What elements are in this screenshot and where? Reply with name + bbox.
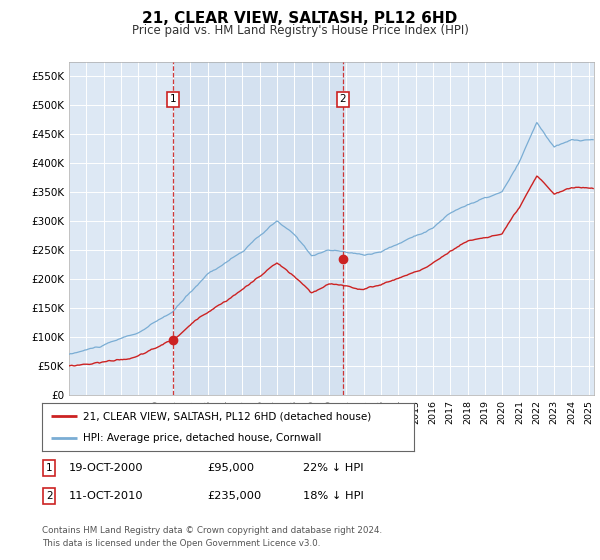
Text: 1: 1 [46,463,53,473]
Text: 22% ↓ HPI: 22% ↓ HPI [303,463,364,473]
Text: 21, CLEAR VIEW, SALTASH, PL12 6HD (detached house): 21, CLEAR VIEW, SALTASH, PL12 6HD (detac… [83,411,371,421]
Text: 2: 2 [46,491,53,501]
Bar [173,62,343,395]
Text: HPI: Average price, detached house, Cornwall: HPI: Average price, detached house, Corn… [83,433,321,443]
Text: 21, CLEAR VIEW, SALTASH, PL12 6HD: 21, CLEAR VIEW, SALTASH, PL12 6HD [142,11,458,26]
Text: Contains HM Land Registry data © Crown copyright and database right 2024.
This d: Contains HM Land Registry data © Crown c… [42,526,382,548]
Text: £235,000: £235,000 [207,491,261,501]
Text: 18% ↓ HPI: 18% ↓ HPI [303,491,364,501]
Text: 2: 2 [340,94,346,104]
Text: Price paid vs. HM Land Registry's House Price Index (HPI): Price paid vs. HM Land Registry's House … [131,24,469,36]
Text: 1: 1 [170,94,176,104]
Text: £95,000: £95,000 [207,463,254,473]
Text: 11-OCT-2010: 11-OCT-2010 [69,491,143,501]
Text: 19-OCT-2000: 19-OCT-2000 [69,463,143,473]
